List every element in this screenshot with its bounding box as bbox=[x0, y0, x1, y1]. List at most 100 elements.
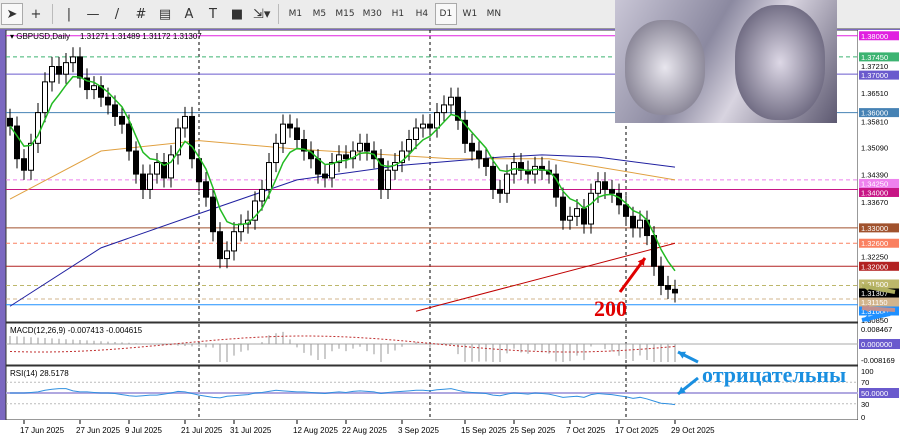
rsi-tick: 0 bbox=[861, 413, 865, 422]
candle bbox=[469, 133, 475, 161]
candle bbox=[63, 53, 69, 84]
candle bbox=[518, 152, 524, 180]
price-tick: 1.36510 bbox=[861, 89, 888, 98]
timeframe-d1[interactable]: D1 bbox=[434, 3, 457, 25]
date-label: 21 Jul 2025 bbox=[181, 426, 223, 435]
text-label-icon[interactable]: T bbox=[209, 6, 217, 22]
candle bbox=[637, 210, 643, 238]
red-arrow-head bbox=[637, 258, 645, 266]
timeframe-m5[interactable]: M5 bbox=[312, 9, 327, 19]
rsi-label: RSI(14) 28.5178 bbox=[10, 369, 69, 378]
channel-icon[interactable]: ▤ bbox=[158, 6, 172, 22]
candle-body bbox=[623, 204, 629, 217]
candle-body bbox=[231, 231, 237, 252]
candle-body bbox=[469, 142, 475, 152]
level-label-bg bbox=[859, 187, 899, 197]
candle-body bbox=[595, 181, 601, 194]
candle-body bbox=[350, 150, 356, 160]
candle-body bbox=[672, 288, 678, 294]
rsi-tick: 100 bbox=[861, 367, 874, 376]
candle bbox=[119, 106, 125, 134]
timeframe-w1[interactable]: W1 bbox=[462, 9, 478, 19]
candle-body bbox=[455, 96, 461, 121]
price-scale bbox=[858, 30, 900, 440]
pink-arrow-head bbox=[862, 304, 870, 313]
rsi-tick: 50.0000 bbox=[861, 389, 888, 398]
date-label: 9 Jul 2025 bbox=[125, 426, 162, 435]
candle bbox=[462, 110, 468, 153]
candle-body bbox=[42, 81, 48, 114]
blue-arrow-price-head bbox=[862, 314, 870, 323]
candle-body bbox=[196, 158, 202, 183]
candle bbox=[154, 152, 160, 184]
candle-body bbox=[301, 139, 307, 152]
cursor-icon[interactable]: ➤ bbox=[1, 3, 23, 25]
candle-body bbox=[252, 200, 258, 221]
candle bbox=[588, 183, 594, 234]
candle bbox=[140, 164, 146, 200]
candle-body bbox=[336, 154, 342, 164]
date-label: 12 Aug 2025 bbox=[293, 426, 338, 435]
level-label: 1.38000 bbox=[861, 32, 888, 41]
date-label: 29 Oct 2025 bbox=[671, 426, 715, 435]
trendline-icon[interactable]: / bbox=[114, 6, 120, 22]
level-label: 1.37450 bbox=[861, 53, 888, 62]
arrows-icon[interactable]: ⇲▾ bbox=[253, 6, 271, 22]
candle-body bbox=[399, 150, 405, 164]
candle-body bbox=[574, 208, 580, 217]
candle bbox=[175, 118, 181, 165]
candle bbox=[336, 145, 342, 173]
candle-body bbox=[343, 154, 349, 160]
timeframe-m1[interactable]: M1 bbox=[288, 9, 303, 19]
candle bbox=[217, 222, 223, 269]
candle bbox=[322, 164, 328, 188]
rsi-tick: 30 bbox=[861, 400, 869, 409]
candle-body bbox=[154, 162, 160, 175]
date-label: 25 Sep 2025 bbox=[510, 426, 556, 435]
horizontal-line-icon[interactable]: — bbox=[86, 6, 100, 22]
vertical-line-icon[interactable]: | bbox=[66, 6, 72, 22]
level-label-bg bbox=[859, 261, 899, 271]
timeframe-m15[interactable]: M15 bbox=[335, 9, 355, 19]
currency-banknote-image bbox=[615, 0, 837, 123]
candle bbox=[210, 187, 216, 242]
candle-body bbox=[224, 250, 230, 260]
timeframe-mn[interactable]: MN bbox=[486, 9, 502, 19]
candle-body bbox=[420, 123, 426, 129]
candle bbox=[126, 114, 132, 161]
queen-portrait bbox=[735, 5, 825, 120]
candle-body bbox=[203, 181, 209, 198]
text-icon[interactable]: A bbox=[184, 6, 194, 22]
level-label-bg bbox=[859, 31, 899, 41]
timeframe-h1[interactable]: H1 bbox=[391, 9, 405, 19]
candle-body bbox=[119, 115, 125, 125]
level-label-bg bbox=[859, 70, 899, 80]
candle-body bbox=[84, 77, 90, 91]
candle-body bbox=[70, 56, 76, 64]
candle-body bbox=[112, 104, 118, 117]
candle-body bbox=[518, 162, 524, 171]
candle bbox=[609, 179, 615, 203]
candle bbox=[455, 87, 461, 130]
candle-body bbox=[385, 169, 391, 190]
rectangle-icon[interactable]: ■ bbox=[230, 6, 244, 22]
candle-body bbox=[504, 173, 510, 194]
timeframe-h4[interactable]: H4 bbox=[415, 9, 429, 19]
candle-body bbox=[609, 188, 615, 194]
candle bbox=[266, 152, 272, 200]
candle-body bbox=[364, 142, 370, 152]
candle-body bbox=[553, 173, 559, 198]
crosshair-icon[interactable]: + bbox=[30, 6, 42, 22]
level-label-bg bbox=[859, 52, 899, 62]
candle bbox=[273, 133, 279, 173]
candle bbox=[343, 145, 349, 169]
candle bbox=[42, 72, 48, 123]
candle-body bbox=[483, 158, 489, 167]
candle-body bbox=[322, 173, 328, 179]
candle-body bbox=[434, 112, 440, 129]
candle-body bbox=[49, 66, 55, 83]
fibonacci-icon[interactable]: # bbox=[135, 6, 147, 22]
timeframe-m30[interactable]: M30 bbox=[362, 9, 382, 19]
candle-body bbox=[651, 235, 657, 267]
candle-body bbox=[427, 123, 433, 129]
